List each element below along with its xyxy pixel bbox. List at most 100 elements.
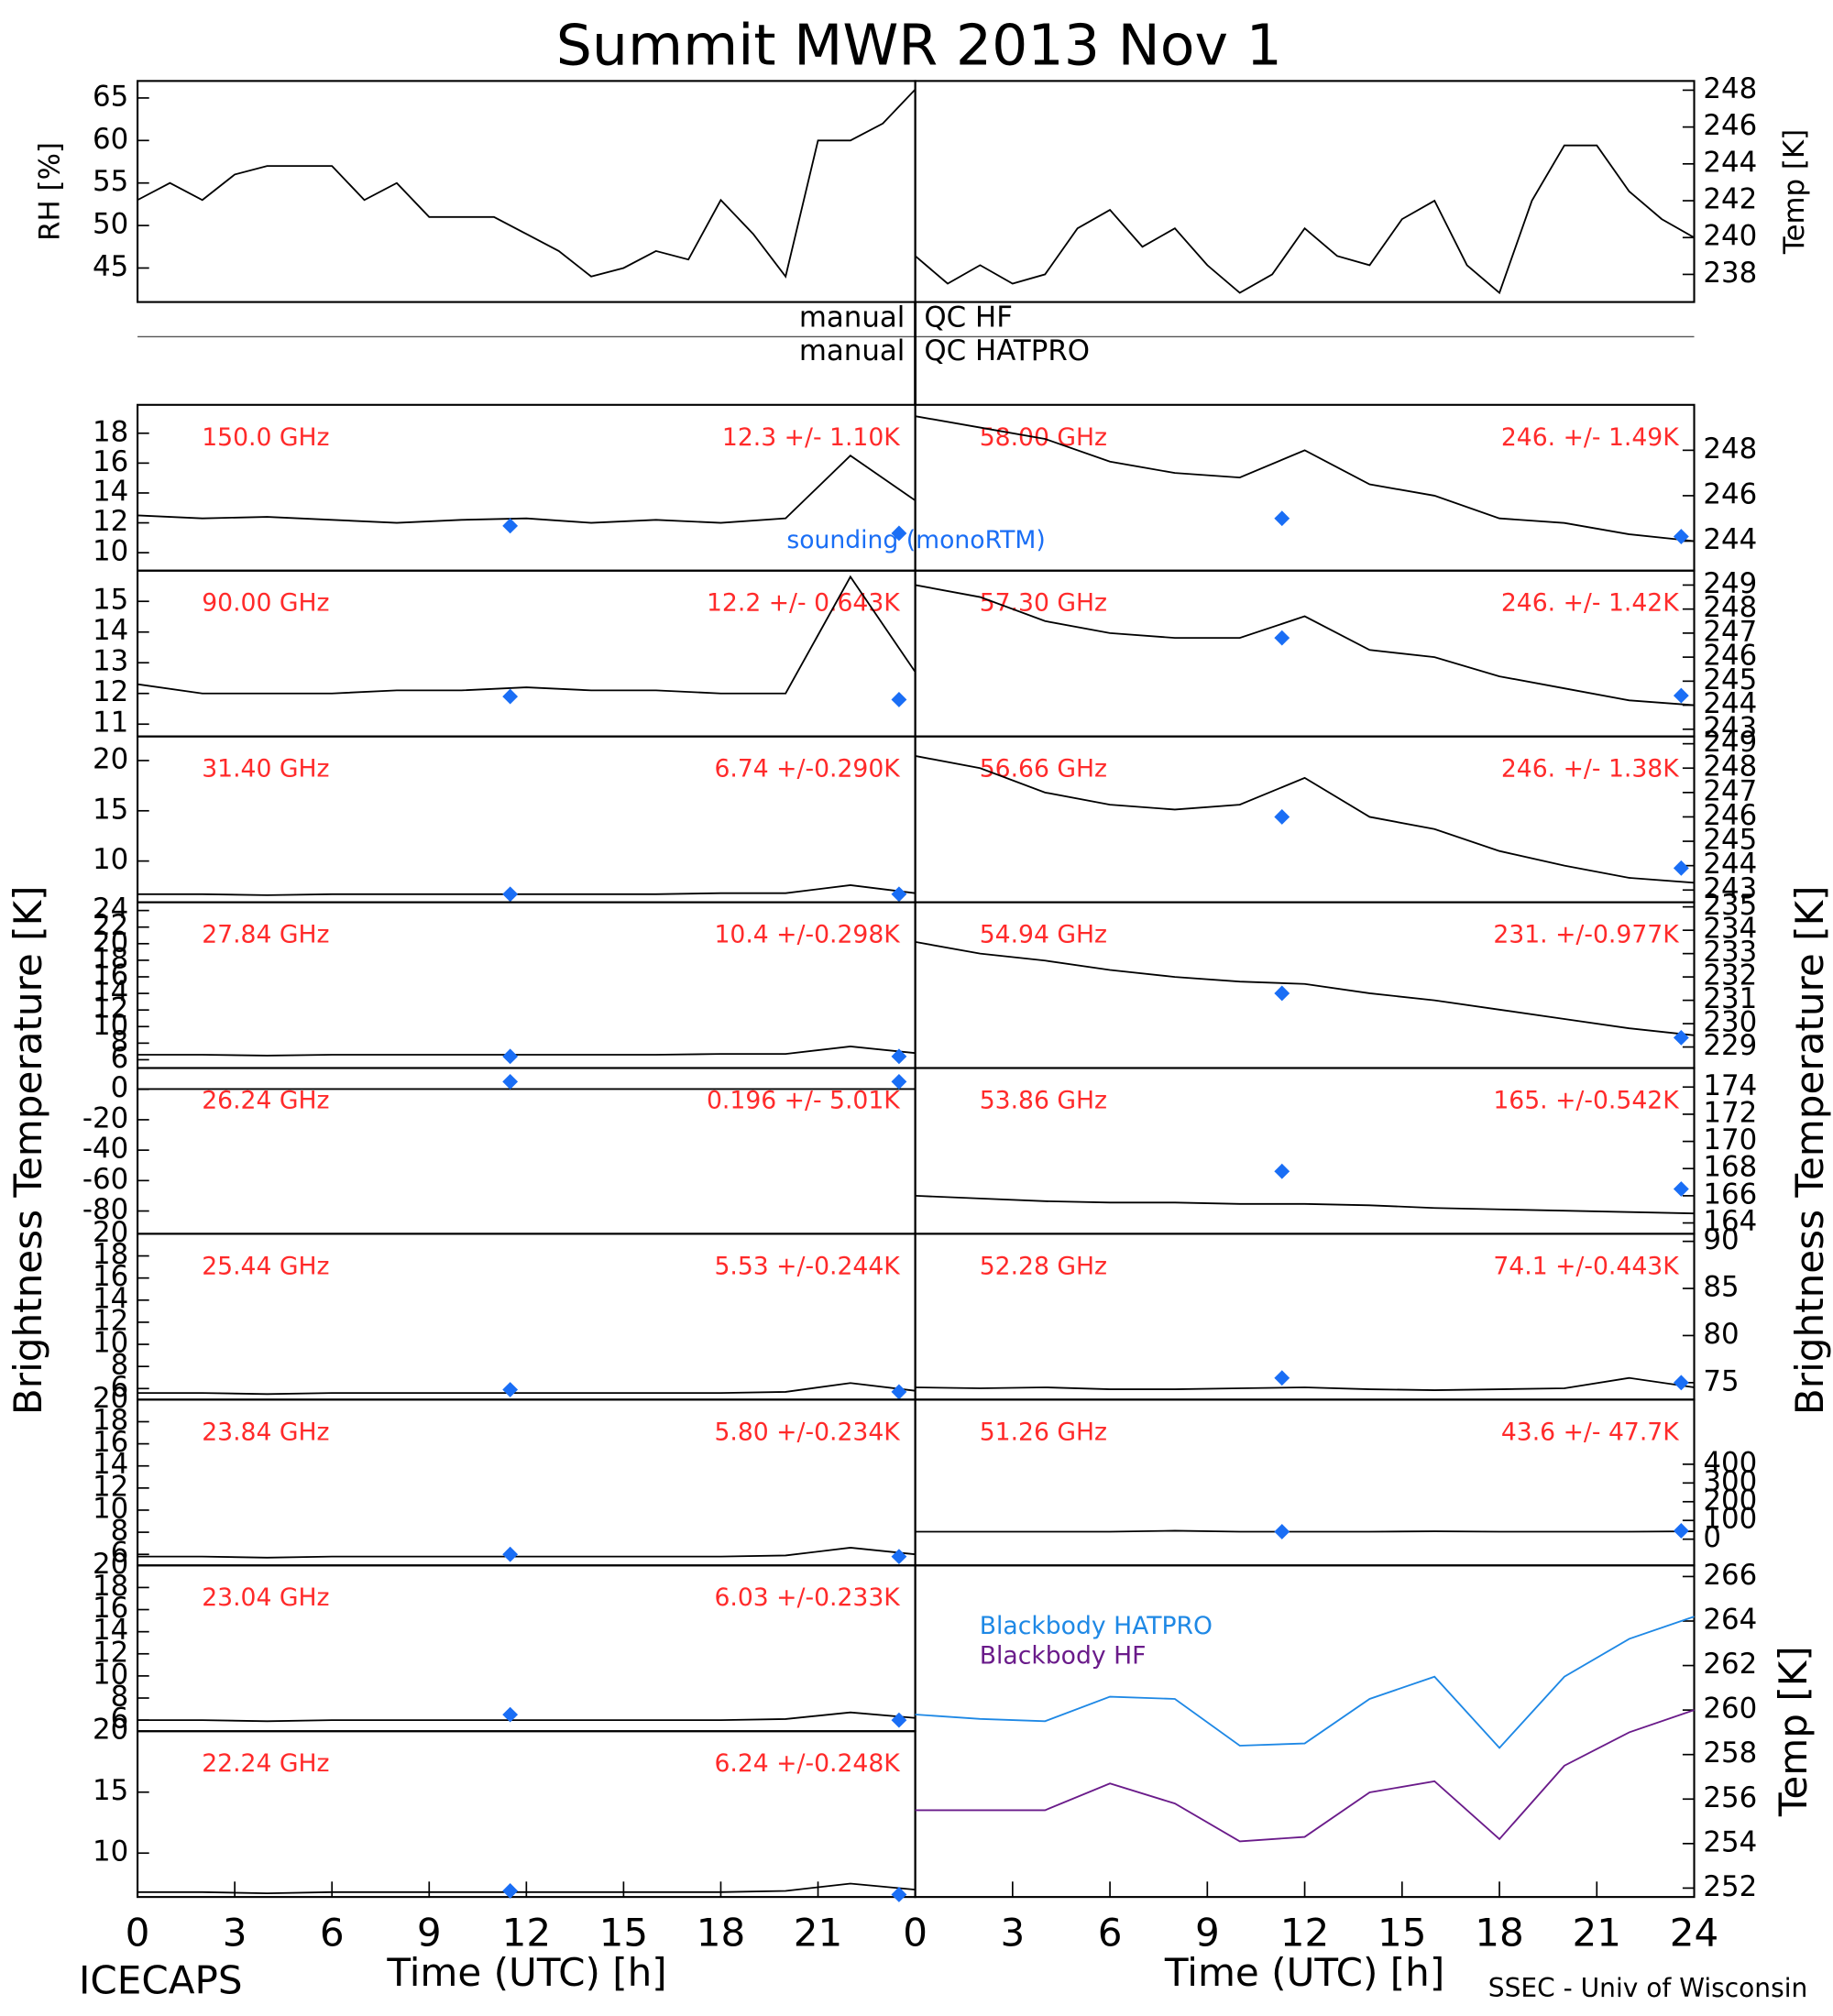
y-axis-title: Brightness Temperature [K] [5, 885, 50, 1415]
y-tick-label: 11 [93, 707, 128, 740]
channel-stat: 6.74 +/-0.290K [714, 755, 901, 783]
y-tick-label: 6 [111, 1537, 129, 1570]
y-tick-label: 45 [93, 250, 128, 283]
series-line [915, 1376, 1695, 1391]
y-tick-label: 170 [1703, 1123, 1757, 1156]
y-tick-label: 18 [93, 1570, 128, 1603]
sounding-point [1673, 1181, 1689, 1197]
y-tick-label: 14 [93, 976, 128, 1009]
sounding-point [891, 886, 907, 903]
y-tick-label: 16 [93, 1592, 128, 1625]
sounding-point [891, 1074, 907, 1090]
channel-label: 54.94 GHz [980, 921, 1107, 949]
y-tick-label: 14 [93, 1448, 128, 1481]
y-tick-label: 8 [111, 1681, 129, 1714]
y-tick-label: 75 [1703, 1364, 1739, 1397]
y-tick-label: 242 [1703, 183, 1757, 216]
sounding-point [1673, 1375, 1689, 1391]
y-tick-label: -80 [82, 1193, 128, 1226]
qc-label: manual [799, 334, 906, 367]
sounding-point [502, 1706, 519, 1723]
y-tick-label: 20 [93, 1548, 128, 1581]
channel-stat: 12.3 +/- 1.10K [722, 423, 901, 452]
series-line [915, 584, 1695, 707]
y-tick-label: 10 [93, 535, 128, 568]
y-tick-label: 15 [93, 1774, 128, 1807]
y-tick-label: 233 [1703, 936, 1757, 969]
y-tick-label: 245 [1703, 663, 1757, 696]
y-tick-label: 12 [93, 992, 128, 1025]
y-axis-title: Temp [K] [1771, 1646, 1816, 1817]
y-tick-label: 6 [111, 1371, 129, 1404]
series-line [915, 1616, 1695, 1749]
sounding-point [1673, 860, 1689, 876]
x-tick-label: 24 [1670, 1911, 1719, 1956]
y-tick-label: 24 [93, 893, 128, 926]
sounding-point [1673, 529, 1689, 544]
sounding-point [891, 1712, 907, 1728]
channel-stat: 6.24 +/-0.248K [714, 1749, 901, 1778]
x-axis-title: Time (UTC) [h] [386, 1950, 666, 1995]
x-tick-label: 3 [223, 1911, 247, 1956]
y-tick-label: 20 [93, 1714, 128, 1747]
y-tick-label: 230 [1703, 1006, 1757, 1039]
y-tick-label: 14 [93, 475, 128, 508]
y-tick-label: 8 [111, 1515, 129, 1548]
y-tick-label: 13 [93, 645, 128, 678]
y-tick-label: 246 [1703, 799, 1757, 832]
series-line [915, 755, 1695, 884]
x-tick-label: 15 [599, 1911, 649, 1956]
sounding-point [1673, 687, 1689, 704]
y-tick-label: 252 [1703, 1870, 1757, 1903]
channel-stat: 246. +/- 1.42K [1501, 589, 1680, 618]
y-tick-label: 248 [1703, 72, 1757, 105]
channel-label: 22.24 GHz [202, 1749, 329, 1778]
channel-label: 56.66 GHz [980, 755, 1107, 783]
y-tick-label: 15 [93, 584, 128, 617]
x-tick-label: 18 [697, 1911, 746, 1956]
x-tick-label: 9 [417, 1911, 442, 1956]
y-tick-label: 247 [1703, 774, 1757, 807]
sounding-point [891, 1549, 907, 1565]
channel-label: 25.44 GHz [202, 1252, 329, 1280]
y-tick-label: 400 [1703, 1446, 1757, 1479]
series-line [137, 1382, 916, 1396]
channel-stat: 6.03 +/-0.233K [714, 1583, 901, 1612]
y-axis-title: RH [%] [34, 142, 67, 241]
y-tick-label: -60 [82, 1163, 128, 1196]
series-line [915, 415, 1695, 542]
y-tick-label: 300 [1703, 1465, 1757, 1498]
sounding-point [502, 1048, 519, 1065]
y-tick-label: 229 [1703, 1029, 1757, 1062]
y-tick-label: 258 [1703, 1737, 1757, 1769]
channel-stat: 246. +/- 1.49K [1501, 423, 1680, 452]
y-tick-label: 0 [1703, 1521, 1721, 1554]
y-tick-label: 262 [1703, 1648, 1757, 1681]
series-line [137, 884, 916, 896]
y-tick-label: 50 [93, 208, 128, 241]
y-tick-label: 245 [1703, 824, 1757, 857]
y-tick-label: 249 [1703, 567, 1757, 600]
y-tick-label: 248 [1703, 433, 1757, 466]
y-tick-label: 266 [1703, 1559, 1757, 1592]
y-tick-label: 85 [1703, 1271, 1739, 1304]
channel-label: 26.24 GHz [202, 1086, 329, 1114]
channel-stat: 246. +/- 1.38K [1501, 755, 1680, 783]
y-tick-label: 240 [1703, 220, 1757, 253]
channel-label: 31.40 GHz [202, 755, 329, 783]
institution: ICECAPS [79, 1958, 243, 2003]
y-tick-label: 20 [93, 1382, 128, 1415]
sounding-point [502, 518, 519, 534]
y-tick-label: 235 [1703, 889, 1757, 922]
y-tick-label: 200 [1703, 1484, 1757, 1517]
y-tick-label: 244 [1703, 848, 1757, 881]
y-tick-label: 243 [1703, 711, 1757, 744]
x-tick-label: 21 [1573, 1911, 1622, 1956]
channel-stat: 231. +/-0.977K [1493, 921, 1680, 949]
y-tick-label: 55 [93, 165, 128, 198]
y-tick-label: 246 [1703, 640, 1757, 673]
y-tick-label: 10 [93, 1835, 128, 1868]
series-line [137, 575, 916, 695]
channel-label: 51.26 GHz [980, 1418, 1107, 1446]
